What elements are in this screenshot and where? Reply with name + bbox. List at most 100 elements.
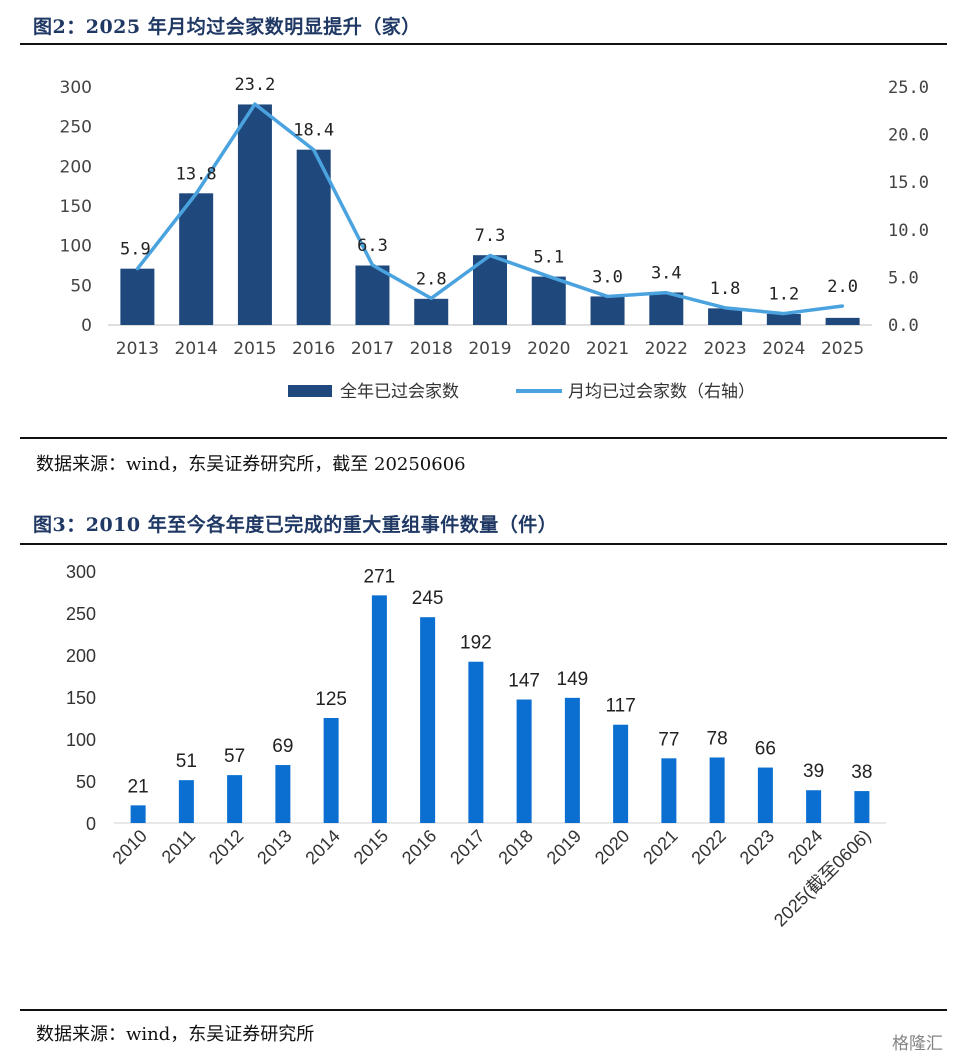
bar-data-label: 77 bbox=[658, 729, 679, 750]
line-data-label: 7.3 bbox=[475, 226, 506, 246]
watermark: 格隆汇 bbox=[892, 1034, 943, 1054]
bar-data-label: 149 bbox=[557, 669, 589, 690]
line-point bbox=[606, 294, 610, 298]
bar-data-label: 66 bbox=[755, 739, 776, 760]
y-tick-label: 50 bbox=[76, 772, 96, 792]
bar-data-label: 51 bbox=[176, 751, 197, 772]
bar bbox=[708, 308, 743, 325]
line-point bbox=[194, 192, 198, 196]
x-tick-label: 2014 bbox=[175, 339, 218, 359]
line-point bbox=[370, 263, 374, 267]
y-left-tick-label: 100 bbox=[60, 237, 92, 257]
bar-data-label: 245 bbox=[412, 588, 444, 609]
x-tick-label: 2014 bbox=[301, 826, 343, 868]
line-point bbox=[429, 296, 433, 300]
line-point bbox=[135, 267, 139, 271]
line-data-label: 13.8 bbox=[176, 164, 217, 184]
bar-data-label: 117 bbox=[605, 696, 635, 717]
x-tick-label: 2025 bbox=[821, 339, 864, 359]
bar bbox=[323, 718, 339, 823]
x-tick-label: 2023 bbox=[703, 339, 746, 359]
y-left-tick-label: 300 bbox=[60, 78, 92, 98]
bar bbox=[661, 758, 677, 823]
x-tick-label: 2016 bbox=[398, 826, 440, 868]
y-left-tick-label: 250 bbox=[60, 118, 92, 138]
y-right-tick-label: 5.0 bbox=[888, 268, 919, 288]
bar-data-label: 271 bbox=[364, 566, 396, 587]
x-tick-label: 2019 bbox=[468, 339, 511, 359]
bar bbox=[531, 276, 566, 325]
figure3-top-rule bbox=[20, 543, 947, 545]
bar bbox=[227, 775, 243, 823]
x-tick-label: 2018 bbox=[410, 339, 453, 359]
x-tick-label: 2022 bbox=[687, 826, 729, 868]
bar bbox=[420, 617, 436, 823]
figure2-top-rule bbox=[20, 43, 947, 45]
line-data-label: 6.3 bbox=[357, 236, 388, 256]
figure3-chart: 0 50 100 150 200 250 300 21 2010 51 2011 57 2012 69 20… bbox=[66, 562, 886, 930]
y-right-tick-label: 20.0 bbox=[888, 126, 929, 146]
x-tick-label: 2019 bbox=[543, 826, 585, 868]
bar bbox=[473, 255, 507, 325]
y-left-tick-label: 0 bbox=[81, 316, 92, 336]
bar bbox=[825, 317, 860, 325]
x-tick-label: 2020 bbox=[591, 826, 633, 868]
bar-data-label: 69 bbox=[272, 736, 293, 757]
bar bbox=[806, 790, 822, 823]
bar bbox=[757, 767, 773, 823]
line-data-label: 5.1 bbox=[533, 247, 564, 267]
line-data-label: 23.2 bbox=[234, 75, 275, 95]
line-data-label: 1.2 bbox=[768, 285, 799, 305]
bar-data-label: 192 bbox=[460, 633, 492, 654]
bar bbox=[179, 193, 214, 325]
y-left-tick-label: 150 bbox=[60, 197, 92, 217]
line-data-label: 5.9 bbox=[120, 240, 151, 260]
bar-data-label: 21 bbox=[128, 776, 149, 797]
bar-data-label: 125 bbox=[315, 689, 347, 710]
legend-bar-swatch bbox=[288, 385, 332, 397]
bar bbox=[178, 780, 194, 823]
x-tick-label: 2018 bbox=[494, 826, 536, 868]
figure2-source: 数据来源：wind，东吴证券研究所，截至 20250606 bbox=[36, 454, 466, 475]
bar bbox=[590, 296, 625, 325]
line-point bbox=[488, 254, 492, 258]
x-tick-label: 2013 bbox=[116, 339, 159, 359]
line-data-label: 1.8 bbox=[710, 279, 741, 299]
legend-line-label: 月均已过会家数（右轴） bbox=[568, 382, 755, 402]
line-data-label: 2.8 bbox=[416, 269, 447, 289]
bar-data-label: 38 bbox=[851, 762, 872, 783]
bar bbox=[296, 149, 331, 325]
x-tick-label: 2010 bbox=[108, 826, 150, 868]
bar bbox=[468, 661, 484, 823]
x-tick-label: 2015 bbox=[233, 339, 276, 359]
bar-data-label: 39 bbox=[803, 761, 824, 782]
bar bbox=[120, 268, 155, 325]
x-tick-label: 2012 bbox=[205, 826, 247, 868]
y-right-tick-label: 0.0 bbox=[888, 316, 919, 336]
y-right-tick-label: 15.0 bbox=[888, 173, 929, 193]
bar bbox=[766, 313, 801, 325]
line-data-label: 3.4 bbox=[651, 263, 682, 283]
x-tick-label: 2017 bbox=[351, 339, 394, 359]
line-point bbox=[253, 102, 257, 106]
y-tick-label: 0 bbox=[86, 814, 96, 834]
bar bbox=[237, 104, 272, 325]
x-tick-label: 2011 bbox=[158, 826, 200, 868]
figure3-source: 数据来源：wind，东吴证券研究所 bbox=[36, 1024, 315, 1045]
bar bbox=[130, 805, 146, 823]
y-tick-label: 150 bbox=[66, 688, 96, 708]
x-tick-label: 2023 bbox=[736, 826, 778, 868]
line-point bbox=[841, 304, 845, 308]
x-tick-label: 2021 bbox=[586, 339, 629, 359]
bar-data-label: 147 bbox=[508, 671, 540, 692]
bar bbox=[709, 757, 725, 823]
line-point bbox=[312, 148, 316, 152]
y-left-tick-label: 200 bbox=[60, 157, 92, 177]
figure2-bottom-rule bbox=[20, 437, 947, 439]
bar bbox=[355, 265, 390, 325]
bar bbox=[649, 292, 684, 325]
x-tick-label: 2015 bbox=[350, 826, 392, 868]
figure3-title: 图3：2010 年至今各年度已完成的重大重组事件数量（件） bbox=[33, 514, 558, 536]
y-tick-label: 200 bbox=[66, 646, 96, 666]
line-data-label: 3.0 bbox=[592, 267, 623, 287]
